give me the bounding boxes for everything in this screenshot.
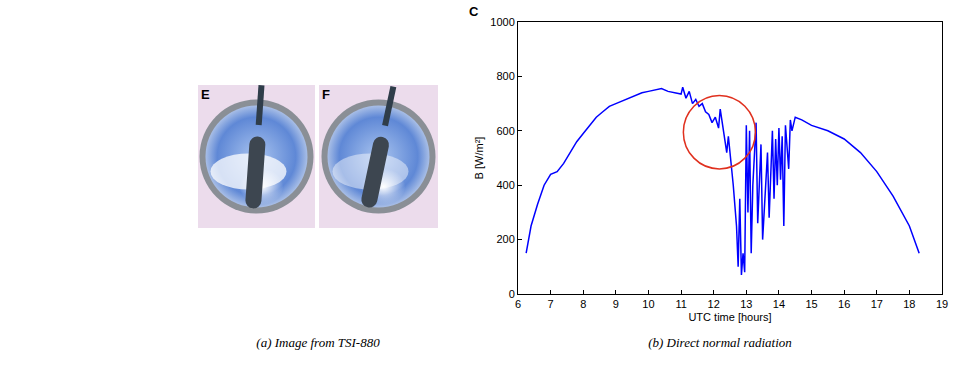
svg-text:B [W/m²]: B [W/m²]	[473, 137, 485, 180]
svg-text:19: 19	[936, 298, 948, 310]
svg-text:8: 8	[580, 298, 586, 310]
svg-text:400: 400	[496, 179, 514, 191]
svg-text:13: 13	[740, 298, 752, 310]
svg-text:9: 9	[613, 298, 619, 310]
svg-text:6: 6	[515, 298, 521, 310]
svg-text:600: 600	[496, 125, 514, 137]
html-text:(a) Image from TSI-880: (a) Image from TSI-880	[256, 335, 380, 350]
svg-text:0: 0	[509, 288, 515, 300]
svg-text:C: C	[469, 4, 479, 19]
svg-text:17: 17	[871, 298, 883, 310]
svg-text:E: E	[201, 87, 210, 102]
svg-text:15: 15	[805, 298, 817, 310]
svg-text:800: 800	[496, 70, 514, 82]
svg-text:200: 200	[496, 233, 514, 245]
svg-text:16: 16	[838, 298, 850, 310]
svg-text:12: 12	[708, 298, 720, 310]
svg-text:UTC time [hours]: UTC time [hours]	[688, 311, 771, 323]
svg-text:11: 11	[675, 298, 686, 310]
svg-text:1000: 1000	[490, 16, 514, 28]
html-text:(b) Direct normal radiation: (b) Direct normal radiation	[648, 335, 792, 350]
svg-text:7: 7	[548, 298, 554, 310]
svg-text:10: 10	[642, 298, 654, 310]
svg-text:14: 14	[773, 298, 785, 310]
svg-text:F: F	[322, 87, 330, 102]
svg-text:18: 18	[903, 298, 915, 310]
